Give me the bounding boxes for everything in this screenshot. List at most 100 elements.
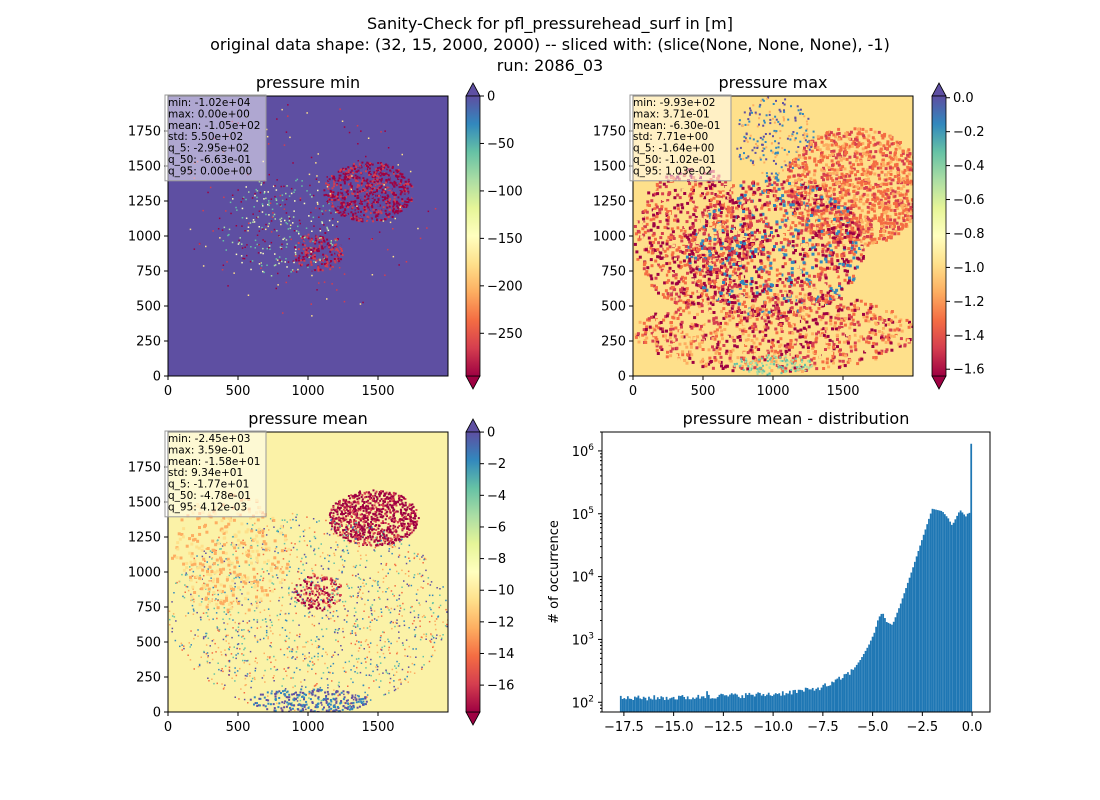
field-speck	[691, 252, 695, 255]
field-speck	[368, 187, 371, 190]
field-speck	[682, 287, 686, 291]
field-speck	[755, 219, 759, 223]
field-speck	[387, 200, 389, 203]
field-speck	[660, 229, 664, 233]
field-speck	[752, 216, 756, 220]
field-speck	[360, 192, 363, 195]
field-speck	[826, 156, 829, 160]
field-speck	[233, 272, 235, 274]
field-speck	[916, 179, 919, 182]
field-speck	[298, 254, 301, 257]
field-speck	[860, 162, 864, 166]
field-speck	[274, 218, 276, 220]
field-speck	[649, 218, 653, 222]
field-speck	[288, 195, 291, 197]
field-speck	[656, 225, 660, 229]
field-speck	[731, 210, 735, 213]
field-speck	[888, 215, 892, 219]
field-speck	[841, 230, 845, 234]
field-speck	[283, 144, 286, 146]
field-speck	[895, 158, 899, 162]
field-speck	[384, 218, 387, 221]
field-speck	[340, 190, 343, 193]
field-speck	[673, 260, 677, 264]
field-speck	[714, 249, 717, 253]
field-speck	[274, 185, 276, 187]
field-speck	[843, 146, 847, 150]
field-speck	[268, 214, 270, 216]
field-speck	[916, 187, 919, 190]
field-speck	[772, 258, 776, 262]
field-speck	[375, 210, 378, 213]
field-speck	[840, 172, 844, 176]
field-speck	[714, 262, 718, 266]
field-speck	[265, 197, 267, 200]
field-speck	[686, 211, 690, 215]
field-speck	[873, 240, 877, 244]
field-speck	[394, 208, 397, 211]
field-speck	[417, 227, 419, 230]
field-speck	[820, 168, 824, 172]
field-speck	[407, 178, 410, 181]
field-speck	[276, 118, 278, 120]
field-speck	[689, 272, 693, 276]
field-speck	[873, 237, 877, 241]
field-speck	[684, 239, 688, 243]
field-speck	[660, 205, 664, 209]
field-speck	[249, 260, 252, 263]
field-speck	[726, 209, 730, 213]
field-speck	[691, 234, 695, 238]
pressure-min-xtick-label: 500	[226, 384, 251, 399]
field-speck	[916, 161, 919, 164]
field-speck	[839, 259, 843, 263]
field-speck	[818, 278, 822, 282]
field-speck	[666, 222, 670, 226]
field-speck	[838, 149, 842, 153]
field-speck	[375, 209, 378, 211]
field-speck	[738, 275, 741, 279]
field-speck	[894, 229, 898, 233]
field-speck	[730, 276, 734, 280]
field-speck	[805, 277, 809, 281]
field-speck	[690, 203, 694, 206]
field-speck	[844, 193, 848, 197]
field-speck	[661, 241, 665, 245]
field-speck	[828, 251, 832, 255]
field-speck	[762, 252, 766, 256]
field-speck	[746, 261, 750, 265]
field-speck	[801, 223, 805, 227]
field-speck	[322, 205, 324, 207]
field-speck	[797, 197, 801, 201]
field-speck	[887, 221, 891, 225]
field-speck	[848, 144, 852, 148]
pressure-min-ytick-label: 500	[136, 300, 161, 315]
field-speck	[282, 312, 284, 314]
field-speck	[742, 222, 746, 226]
field-speck	[905, 203, 909, 207]
field-speck	[823, 244, 827, 248]
field-speck	[357, 219, 360, 222]
field-speck	[818, 276, 822, 280]
field-speck	[716, 294, 720, 298]
field-speck	[902, 171, 906, 175]
field-speck	[683, 225, 687, 229]
field-speck	[296, 178, 299, 181]
field-speck	[352, 213, 355, 216]
field-speck	[339, 108, 341, 110]
field-speck	[747, 246, 751, 250]
field-speck	[825, 136, 829, 140]
field-speck	[767, 310, 771, 314]
field-speck	[721, 246, 725, 250]
field-speck	[654, 276, 658, 280]
field-speck	[834, 156, 838, 160]
field-speck	[841, 252, 845, 256]
field-speck	[241, 207, 244, 210]
field-speck	[891, 157, 895, 161]
field-speck	[915, 176, 918, 179]
field-speck	[736, 197, 740, 201]
field-speck	[793, 190, 797, 194]
field-speck	[410, 198, 413, 201]
field-speck	[389, 189, 392, 192]
field-speck	[695, 283, 699, 287]
field-speck	[859, 186, 863, 190]
